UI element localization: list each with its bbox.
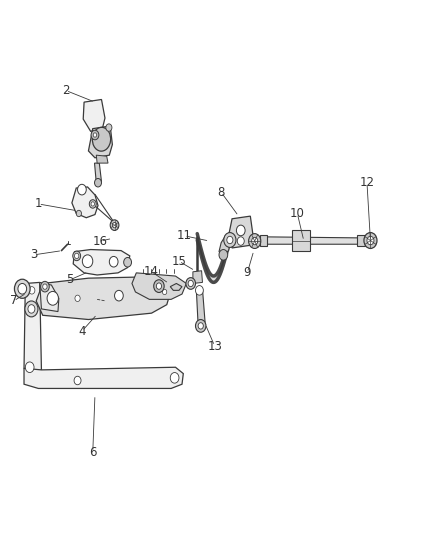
Circle shape: [75, 295, 80, 302]
Polygon shape: [260, 235, 267, 246]
Text: 5: 5: [67, 273, 74, 286]
Circle shape: [162, 289, 167, 295]
Ellipse shape: [92, 127, 111, 151]
Polygon shape: [83, 100, 105, 131]
Polygon shape: [357, 235, 365, 246]
Circle shape: [227, 236, 233, 244]
Circle shape: [124, 257, 131, 267]
Circle shape: [154, 280, 164, 293]
Text: 11: 11: [177, 229, 192, 242]
Circle shape: [89, 200, 96, 208]
Circle shape: [74, 253, 79, 259]
Circle shape: [91, 202, 95, 206]
Circle shape: [18, 284, 27, 294]
Text: 10: 10: [290, 207, 305, 220]
Circle shape: [237, 225, 245, 236]
Circle shape: [186, 278, 195, 289]
Circle shape: [110, 256, 118, 267]
Circle shape: [170, 373, 179, 383]
Circle shape: [113, 222, 117, 228]
Circle shape: [195, 319, 206, 332]
Text: 4: 4: [78, 325, 86, 338]
Circle shape: [367, 236, 374, 245]
Circle shape: [78, 184, 86, 195]
Circle shape: [73, 251, 81, 261]
Polygon shape: [219, 236, 230, 255]
Text: 1: 1: [35, 197, 42, 211]
Text: 8: 8: [218, 186, 225, 199]
Polygon shape: [95, 163, 102, 183]
Polygon shape: [229, 216, 253, 248]
Text: 12: 12: [360, 176, 374, 189]
Polygon shape: [292, 230, 311, 251]
Polygon shape: [24, 282, 42, 372]
Polygon shape: [36, 277, 170, 319]
Circle shape: [160, 287, 169, 297]
Polygon shape: [72, 187, 98, 217]
Text: 9: 9: [244, 266, 251, 279]
Polygon shape: [96, 155, 108, 163]
Text: 6: 6: [89, 446, 96, 458]
Circle shape: [76, 211, 81, 216]
Circle shape: [47, 292, 58, 305]
Text: 3: 3: [30, 248, 38, 261]
Polygon shape: [24, 367, 184, 389]
Circle shape: [237, 237, 244, 245]
Circle shape: [249, 233, 261, 248]
Circle shape: [43, 284, 47, 289]
Circle shape: [106, 124, 112, 131]
Polygon shape: [40, 282, 59, 312]
Circle shape: [115, 290, 123, 301]
Circle shape: [364, 232, 377, 248]
Text: 2: 2: [62, 84, 70, 97]
Circle shape: [195, 286, 203, 295]
Text: 13: 13: [207, 340, 222, 352]
Circle shape: [95, 179, 102, 187]
Circle shape: [14, 279, 30, 298]
Circle shape: [25, 301, 38, 317]
Polygon shape: [261, 237, 358, 244]
Polygon shape: [196, 289, 205, 325]
Text: 16: 16: [93, 235, 108, 247]
Polygon shape: [132, 273, 186, 300]
Circle shape: [28, 305, 35, 313]
Circle shape: [91, 130, 99, 140]
Polygon shape: [170, 284, 182, 290]
Text: 7: 7: [10, 294, 18, 308]
Circle shape: [41, 281, 49, 292]
Circle shape: [219, 249, 228, 260]
Circle shape: [29, 287, 35, 294]
Circle shape: [224, 232, 236, 247]
Circle shape: [74, 376, 81, 385]
Circle shape: [252, 237, 258, 245]
Circle shape: [25, 362, 34, 373]
Polygon shape: [193, 271, 202, 284]
Text: 15: 15: [172, 255, 187, 268]
Circle shape: [198, 322, 203, 329]
Circle shape: [93, 133, 97, 137]
Circle shape: [82, 255, 93, 268]
Circle shape: [156, 283, 162, 289]
Circle shape: [188, 280, 193, 287]
Circle shape: [110, 220, 119, 230]
Polygon shape: [73, 249, 130, 275]
Polygon shape: [88, 126, 113, 158]
Text: 14: 14: [144, 265, 159, 278]
